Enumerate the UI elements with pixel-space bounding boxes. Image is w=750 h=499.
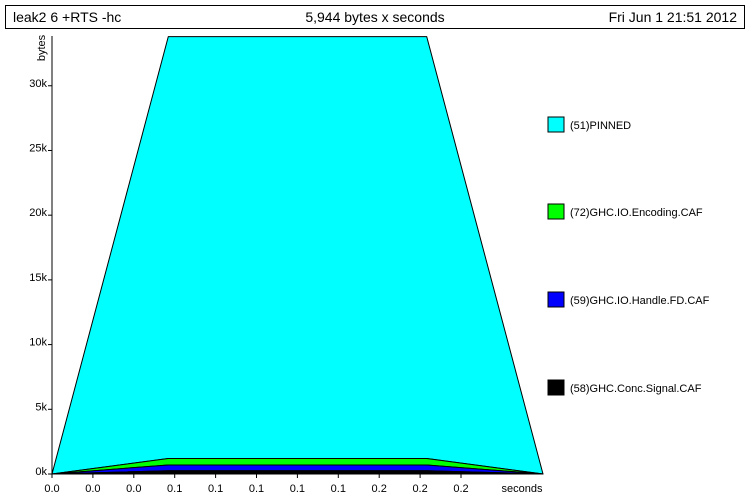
y-tick-label: 25k [29, 142, 47, 154]
y-tick-label: 0k [35, 466, 47, 478]
x-tick-label: 0.1 [249, 483, 264, 495]
x-tick-label: 0.0 [44, 483, 59, 495]
x-tick-label: 0.0 [126, 483, 141, 495]
x-tick-label: 0.1 [331, 483, 346, 495]
x-tick-label: 0.0 [85, 483, 100, 495]
timestamp: Fri Jun 1 21:51 2012 [608, 9, 737, 25]
y-tick-label: 20k [29, 207, 47, 219]
y-tick-label: 30k [29, 78, 47, 90]
y-tick-label: 5k [35, 401, 47, 413]
program-name: leak2 6 +RTS -hc [13, 9, 122, 25]
chart-title: 5,944 bytes x seconds [305, 9, 445, 25]
x-tick-label: 0.2 [372, 483, 387, 495]
legend-label: (72)GHC.IO.Encoding.CAF [570, 207, 703, 219]
x-tick-label: 0.1 [167, 483, 182, 495]
x-tick-label: 0.2 [412, 483, 427, 495]
y-axis-label: bytes [36, 34, 48, 61]
legend-swatch [547, 291, 565, 308]
chart-header: leak2 6 +RTS -hc 5,944 bytes x seconds F… [5, 5, 745, 29]
legend-label: (58)GHC.Conc.Signal.CAF [570, 383, 702, 395]
x-tick-label: 0.1 [290, 483, 305, 495]
legend-swatch [547, 116, 565, 133]
x-tick-label: 0.1 [208, 483, 223, 495]
series-area-3 [51, 36, 544, 475]
legend-label: (51)PINNED [570, 120, 631, 132]
y-tick-label: 10k [29, 337, 47, 349]
legend-swatch [547, 379, 565, 396]
legend-swatch [547, 203, 565, 220]
legend-label: (59)GHC.IO.Handle.FD.CAF [570, 295, 710, 307]
x-tick-label: 0.2 [453, 483, 468, 495]
y-tick-label: 15k [29, 272, 47, 284]
x-axis-label: seconds [502, 483, 543, 495]
